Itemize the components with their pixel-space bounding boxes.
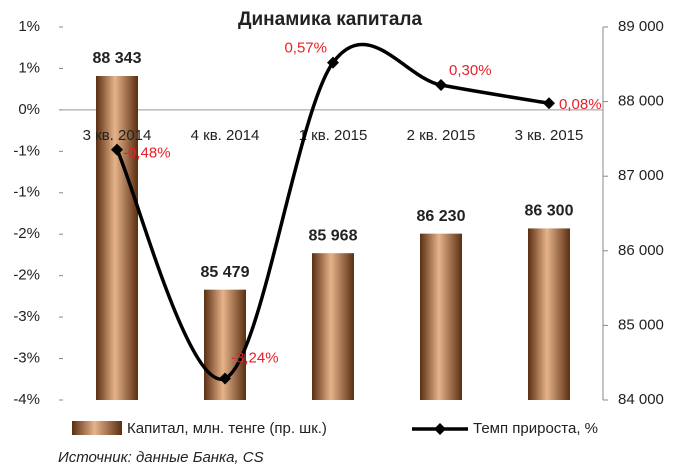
y-tick-label: 1% xyxy=(18,18,40,35)
x-tick-label: 3 кв. 2015 xyxy=(515,127,584,144)
y-tick-label: -2% xyxy=(13,267,40,284)
y-tick-label: -2% xyxy=(13,225,40,242)
x-tick-label: 1 кв. 2015 xyxy=(299,127,368,144)
bar xyxy=(420,233,462,400)
y-tick-label: -3% xyxy=(13,350,40,367)
legend-marker xyxy=(434,423,446,435)
bar-value-label: 85 479 xyxy=(201,264,250,281)
bar-value-label: 86 230 xyxy=(417,208,466,225)
line-marker xyxy=(219,372,231,385)
x-tick-label: 2 кв. 2015 xyxy=(407,127,476,144)
x-tick-label: 4 кв. 2014 xyxy=(191,127,260,144)
y-tick-label: -1% xyxy=(13,142,40,159)
chart-title: Динамика капитала xyxy=(238,9,423,30)
line-marker xyxy=(327,56,339,69)
y2-tick-label: 89 000 xyxy=(618,18,664,35)
y-tick-label: 0% xyxy=(18,101,40,118)
bar-value-label: 88 343 xyxy=(93,50,142,67)
y2-tick-label: 87 000 xyxy=(618,167,664,184)
y-tick-label: -3% xyxy=(13,308,40,325)
line-value-label: -3,24% xyxy=(231,349,279,366)
x-tick-label: 3 кв. 2014 xyxy=(83,127,152,144)
line-value-label: 0,08% xyxy=(559,96,602,113)
y2-tick-label: 86 000 xyxy=(618,242,664,259)
bar xyxy=(528,228,570,400)
line-value-label: -0,48% xyxy=(123,145,171,162)
legend-label: Темп прироста, % xyxy=(473,420,598,437)
y-tick-label: 1% xyxy=(18,59,40,76)
line-value-label: 0,57% xyxy=(284,40,327,57)
bar xyxy=(312,253,354,400)
bar-value-label: 86 300 xyxy=(525,203,574,220)
line-value-label: 0,30% xyxy=(449,62,492,79)
line-marker xyxy=(111,143,123,156)
y2-tick-label: 85 000 xyxy=(618,316,664,333)
bar-value-label: 85 968 xyxy=(309,227,358,244)
bar xyxy=(96,76,138,400)
y2-tick-label: 88 000 xyxy=(618,93,664,110)
y-tick-label: -4% xyxy=(13,391,40,408)
legend-swatch xyxy=(72,421,122,435)
line-marker xyxy=(435,79,447,92)
y2-tick-label: 84 000 xyxy=(618,391,664,408)
legend-label: Капитал, млн. тенге (пр. шк.) xyxy=(127,420,327,437)
y-tick-label: -1% xyxy=(13,184,40,201)
line-marker xyxy=(543,97,555,110)
source: Источник: данные Банка, CS xyxy=(58,449,264,466)
